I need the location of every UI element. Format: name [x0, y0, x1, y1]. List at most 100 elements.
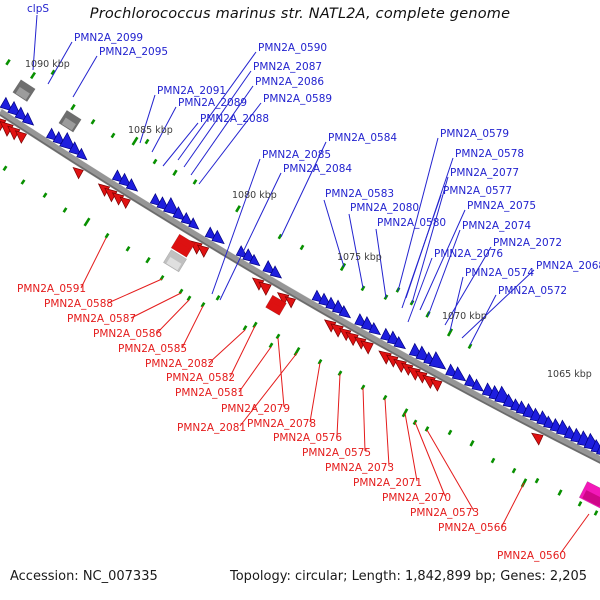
gene-label[interactable]: PMN2A_2077: [450, 167, 519, 179]
cds-arrow-forward: [269, 265, 283, 279]
gene-tick: [577, 501, 583, 507]
cds-arrow-forward: [262, 260, 276, 275]
gene-label[interactable]: PMN2A_0581: [175, 387, 244, 399]
gene-label[interactable]: PMN2A_2087: [253, 61, 322, 73]
cds-arrow-forward: [14, 106, 28, 122]
feature-block-red-shade: [268, 302, 282, 314]
label-connector: [444, 246, 492, 326]
cds-arrow-forward: [180, 212, 194, 226]
gene-label[interactable]: PMN2A_0589: [263, 93, 332, 105]
cds-arrow-forward: [368, 322, 382, 336]
gene-label[interactable]: PMN2A_2068: [536, 260, 600, 272]
gene-label[interactable]: PMN2A_2072: [493, 237, 562, 249]
gene-label[interactable]: PMN2A_0579: [440, 128, 509, 140]
gene-label[interactable]: PMN2A_2078: [247, 418, 316, 430]
label-connector: [190, 85, 254, 176]
label-connector: [177, 51, 257, 161]
cds-arrow-forward: [68, 141, 82, 156]
gene-label[interactable]: PMN2A_2089: [178, 97, 247, 109]
gene-label[interactable]: PMN2A_0578: [455, 148, 524, 160]
gene-tick: [90, 119, 96, 125]
gene-label[interactable]: PMN2A_0560: [497, 550, 566, 562]
gene-label[interactable]: PMN2A_0583: [325, 188, 394, 200]
gene-tick: [593, 510, 599, 516]
label-connector: [277, 337, 285, 408]
gene-tick: [511, 467, 517, 474]
label-connector: [47, 41, 73, 85]
cds-arrow-reverse: [284, 296, 296, 309]
gene-tick: [534, 477, 540, 484]
gene-label[interactable]: PMN2A_0574: [465, 267, 534, 279]
gene-tick: [490, 457, 496, 464]
gene-label[interactable]: PMN2A_2086: [255, 76, 324, 88]
cds-arrow-reverse: [430, 378, 443, 392]
gene-label[interactable]: PMN2A_2074: [462, 220, 531, 232]
gene-tick: [30, 71, 36, 80]
label-connector: [32, 14, 38, 71]
cds-arrow-forward: [111, 169, 125, 183]
feature-block-red-shade: [174, 241, 190, 256]
gene-label[interactable]: PMN2A_2080: [350, 202, 419, 214]
ruler-label: 1080 kbp: [232, 190, 277, 201]
gene-label[interactable]: PMN2A_2075: [467, 200, 536, 212]
gene-label[interactable]: PMN2A_0588: [44, 298, 113, 310]
gene-tick: [268, 342, 274, 349]
gene-label[interactable]: PMN2A_2082: [145, 358, 214, 370]
gene-label[interactable]: PMN2A_2085: [262, 149, 331, 161]
gene-label[interactable]: PMN2A_2079: [221, 403, 290, 415]
gene-label[interactable]: PMN2A_0572: [498, 285, 567, 297]
label-connector: [469, 294, 497, 346]
gene-label[interactable]: PMN2A_2081: [177, 422, 246, 434]
gene-tick: [131, 136, 139, 146]
cds-arrow-forward: [45, 127, 59, 142]
gene-label[interactable]: PMN2A_0584: [328, 132, 397, 144]
gene-tick: [299, 244, 305, 251]
ruler-label: 1075 kbp: [337, 252, 382, 263]
gene-tick: [50, 69, 56, 76]
cds-arrow-reverse: [276, 292, 290, 306]
gene-tick: [20, 179, 26, 185]
cds-arrow-forward: [172, 206, 186, 221]
gene-label[interactable]: PMN2A_0586: [93, 328, 162, 340]
gene-tick: [469, 440, 475, 447]
gene-label[interactable]: PMN2A_0577: [443, 185, 512, 197]
gene-tick: [192, 179, 198, 185]
label-connector: [407, 257, 433, 323]
gene-label[interactable]: PMN2A_2099: [74, 32, 143, 44]
cds-arrow-forward: [235, 245, 249, 259]
cds-arrow-reverse: [14, 130, 28, 144]
gene-label[interactable]: PMN2A_0576: [273, 432, 342, 444]
gene-label[interactable]: PMN2A_0582: [166, 372, 235, 384]
gene-tick: [293, 346, 301, 357]
gene-tick: [252, 321, 258, 329]
cds-arrow-reverse: [111, 192, 125, 206]
gene-label[interactable]: PMN2A_0580: [377, 217, 446, 229]
gene-tick: [70, 103, 76, 111]
gene-label[interactable]: PMN2A_0590: [258, 42, 327, 54]
gene-label[interactable]: PMN2A_2073: [325, 462, 394, 474]
gene-label[interactable]: PMN2A_2088: [200, 113, 269, 125]
gene-tick: [145, 256, 151, 264]
gene-label[interactable]: PMN2A_0585: [118, 343, 187, 355]
gene-label[interactable]: PMN2A_2091: [157, 85, 226, 97]
label-connector: [501, 482, 525, 527]
gene-label[interactable]: PMN2A_2070: [382, 492, 451, 504]
label-connector: [181, 305, 204, 349]
gene-label[interactable]: PMN2A_2071: [353, 477, 422, 489]
gene-tick: [215, 295, 221, 301]
label-connector: [211, 158, 261, 295]
gene-label[interactable]: PMN2A_0575: [302, 447, 371, 459]
gene-tick: [467, 343, 473, 350]
gene-label[interactable]: PMN2A_0573: [410, 507, 479, 519]
gene-label[interactable]: clpS: [27, 3, 49, 15]
feature-block-grey-shade: [61, 117, 76, 131]
gene-tick: [337, 370, 343, 377]
gene-label[interactable]: PMN2A_2076: [434, 248, 503, 260]
gene-label[interactable]: PMN2A_2084: [283, 163, 352, 175]
gene-label[interactable]: PMN2A_2095: [99, 46, 168, 58]
gene-label[interactable]: PMN2A_0591: [17, 283, 86, 295]
gene-label[interactable]: PMN2A_0566: [438, 522, 507, 534]
gene-label[interactable]: PMN2A_0587: [67, 313, 136, 325]
cds-arrow-forward: [76, 147, 88, 161]
